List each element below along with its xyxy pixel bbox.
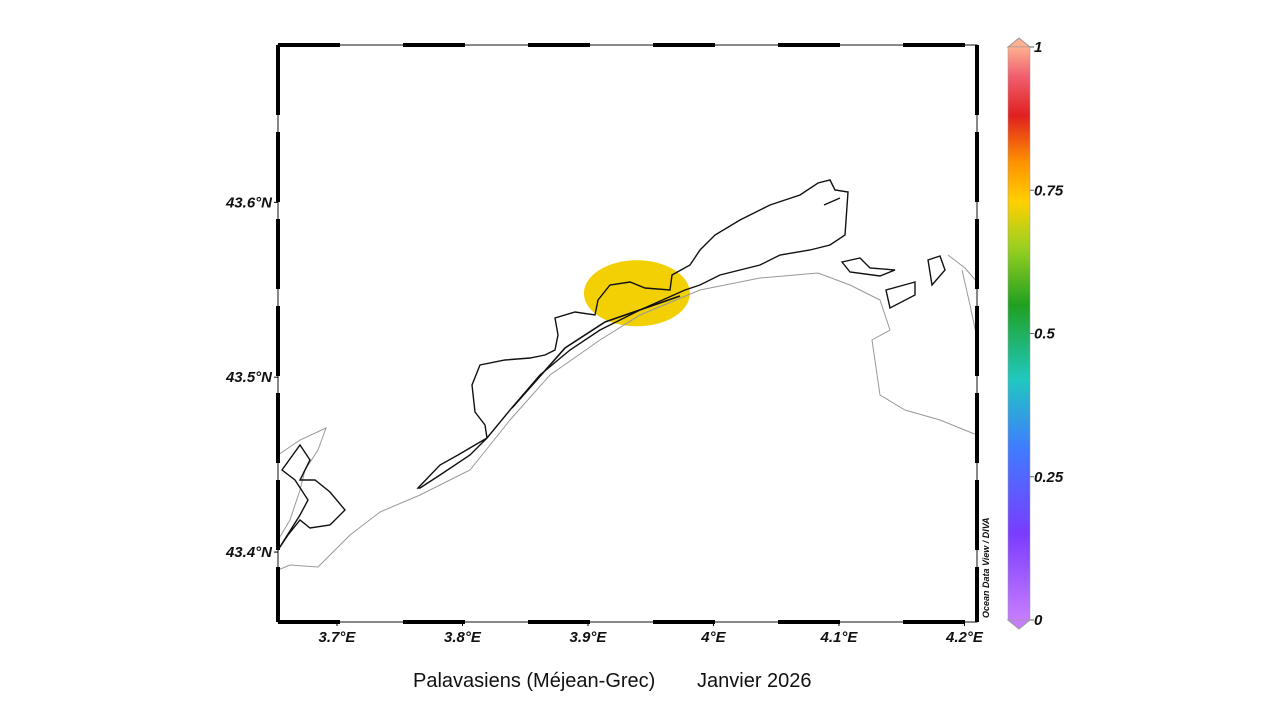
colorbar-cap: [1006, 37, 1032, 48]
x-tick-label: 3.9°E: [570, 629, 608, 646]
coastline: [277, 272, 978, 571]
caption: Janvier 2026: [697, 670, 812, 692]
zone: [583, 260, 690, 327]
y-tick-label: 43.5°N: [225, 369, 273, 386]
lagoon-outline: [277, 197, 946, 551]
colorbar-tick-label: 0: [1034, 612, 1043, 629]
frame: [277, 44, 978, 623]
map-area: [277, 179, 978, 571]
x-tick-label: 3.8°E: [444, 629, 482, 646]
colorbar-tick-label: 0.25: [1034, 469, 1064, 486]
frame-ticks: [276, 45, 979, 622]
colorbar-tick-label: 0.75: [1034, 182, 1064, 199]
caption: Palavasiens (Méjean-Grec): [413, 670, 655, 692]
frame-ticks: [278, 43, 977, 624]
colorbar: [1007, 46, 1031, 621]
y-tick-label: 43.4°N: [225, 544, 273, 561]
x-tick-label: 4.2°E: [945, 629, 984, 646]
colorbar-cap: [1006, 619, 1032, 630]
channel: [511, 295, 681, 409]
coastline: [277, 254, 978, 541]
lagoon-outline: [416, 179, 849, 489]
x-tick-label: 3.7°E: [319, 629, 357, 646]
colorbar-tick-label: 1: [1034, 39, 1042, 56]
y-tick-label: 43.6°N: [225, 194, 273, 211]
colorbar-tick-label: 0.5: [1034, 326, 1056, 343]
x-tick-label: 4°E: [700, 629, 726, 646]
watermark: Ocean Data View / DIVA: [981, 517, 991, 618]
x-tick-label: 4.1°E: [820, 629, 859, 646]
